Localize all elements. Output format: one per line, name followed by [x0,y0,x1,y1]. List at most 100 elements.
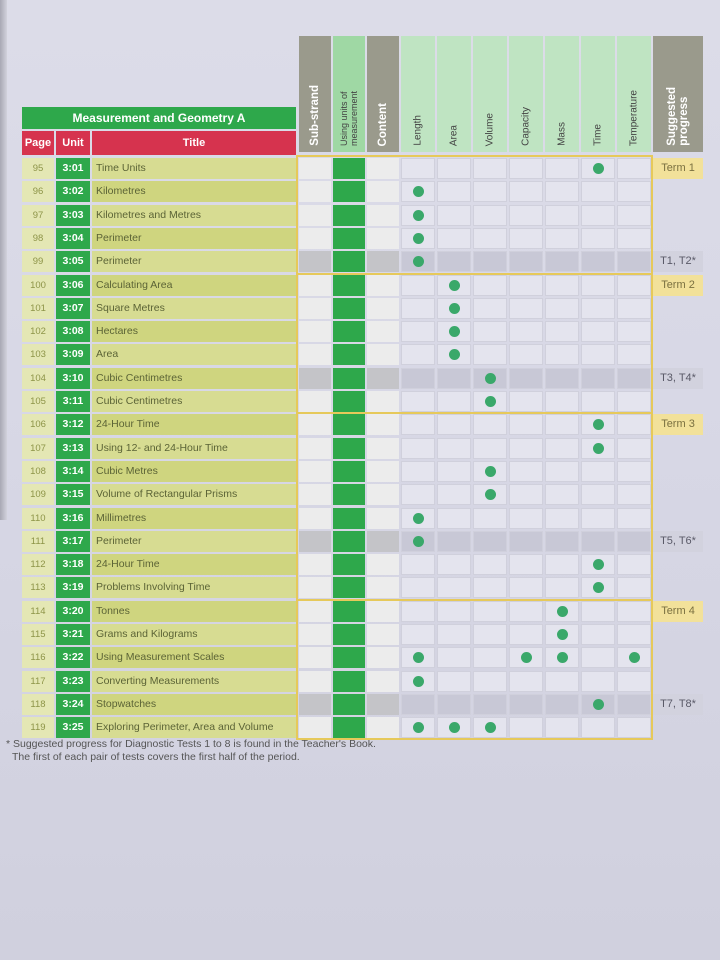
grid-cell-mass [545,530,579,552]
header-length-label: Length [412,115,424,146]
row-title[interactable]: Perimeter [92,530,296,552]
row-title[interactable]: Area [92,344,296,366]
row-title[interactable]: Exploring Perimeter, Area and Volume [92,717,296,739]
using-units-cell [333,484,365,506]
grid-cell-temperature [617,717,651,739]
progress-cell [653,717,703,738]
grid-cell-temperature [617,391,651,412]
row-page-number: 99 [22,251,54,273]
footnote-line-1: * Suggested progress for Diagnostic Test… [6,738,376,750]
grid-cell-area [437,227,471,249]
row-title[interactable]: Millimetres [92,507,296,529]
row-page-number: 98 [22,227,54,249]
row-title[interactable]: Cubic Centimetres [92,367,296,389]
row-unit-code: 3:20 [56,600,90,622]
row-page-number: 107 [22,437,54,459]
grid-cell-time [581,227,615,249]
grid-cell-volume [473,507,507,529]
row-title[interactable]: Time Units [92,158,296,179]
grid-cell-area [437,554,471,576]
row-unit-code: 3:04 [56,227,90,249]
grid-cell-capacity [509,414,543,436]
row-title[interactable]: 24-Hour Time [92,414,296,436]
row-title[interactable]: Using 12- and 24-Hour Time [92,437,296,459]
row-title[interactable]: Converting Measurements [92,670,296,692]
row-page-number: 108 [22,460,54,482]
row-title[interactable]: Perimeter [92,227,296,249]
row-title[interactable]: Hectares [92,321,296,343]
row-title[interactable]: Tonnes [92,600,296,622]
grid-cell-temperature [617,670,651,692]
dot-time [592,559,604,571]
progress-cell [653,298,703,319]
header-length: Length [401,36,435,152]
grid-cell-area [437,204,471,226]
grid-cell-length [401,344,435,366]
row-unit-code: 3:05 [56,251,90,273]
row-title[interactable]: Cubic Centimetres [92,391,296,412]
row-title[interactable]: Stopwatches [92,693,296,715]
grid-cell-volume [473,530,507,552]
row-title[interactable]: Problems Involving Time [92,577,296,599]
progress-cell [653,391,703,412]
using-units-cell [333,554,365,576]
grid-cell-area [437,437,471,459]
progress-badge-test: T3, T4* [653,367,703,389]
progress-cell [653,484,703,505]
grid-cell-length [401,414,435,436]
dot-length [412,652,424,664]
substrand-cell [299,437,331,459]
row-title[interactable]: Calculating Area [92,274,296,296]
grid-cell-area [437,414,471,436]
row-title[interactable]: Kilometres and Metres [92,204,296,226]
grid-cell-capacity [509,670,543,692]
row-title[interactable]: Grams and Kilograms [92,624,296,645]
row-page-number: 102 [22,321,54,343]
grid-cell-time [581,321,615,343]
grid-cell-mass [545,437,579,459]
grid-cell-capacity [509,507,543,529]
substrand-cell [299,647,331,669]
row-title[interactable]: 24-Hour Time [92,554,296,576]
grid-cell-area [437,251,471,273]
grid-cell-mass [545,227,579,249]
row-unit-code: 3:10 [56,367,90,389]
dot-area [448,279,460,291]
row-title[interactable]: Cubic Metres [92,460,296,482]
content-cell [367,507,399,529]
using-units-cell [333,297,365,319]
substrand-cell [299,297,331,319]
header-substrand-label: Sub-strand [309,85,321,146]
dot-volume [484,396,496,407]
grid-cell-time [581,647,615,669]
substrand-cell [299,577,331,599]
row-unit-code: 3:11 [56,391,90,412]
content-cell [367,274,399,296]
using-units-cell [333,693,365,715]
row-title[interactable]: Using Measurement Scales [92,647,296,669]
grid-cell-volume [473,600,507,622]
row-title[interactable]: Perimeter [92,251,296,273]
grid-cell-temperature [617,437,651,459]
grid-cell-capacity [509,158,543,179]
row-title[interactable]: Square Metres [92,297,296,319]
dot-area [448,302,460,314]
content-cell [367,227,399,249]
content-cell [367,717,399,739]
row-title[interactable]: Kilometres [92,181,296,203]
grid-cell-time [581,624,615,645]
header-temperature: Temperature [617,36,651,152]
header-using-units: Using units of measurement [333,36,365,152]
grid-cell-area [437,507,471,529]
substrand-cell [299,484,331,506]
row-unit-code: 3:06 [56,274,90,296]
using-units-cell [333,414,365,436]
grid-cell-mass [545,367,579,389]
grid-cell-mass [545,297,579,319]
content-cell [367,600,399,622]
substrand-cell [299,414,331,436]
grid-cell-capacity [509,624,543,645]
row-title[interactable]: Volume of Rectangular Prisms [92,484,296,506]
using-units-cell [333,391,365,412]
substrand-cell [299,717,331,739]
